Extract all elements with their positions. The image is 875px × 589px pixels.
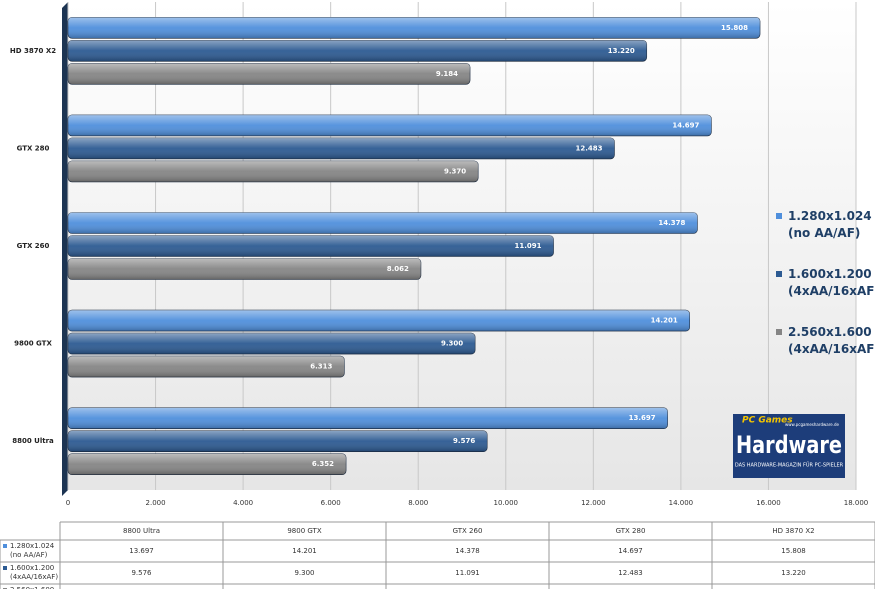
table-header: GTX 280 xyxy=(616,527,646,535)
bar-shine xyxy=(68,160,479,182)
bar-shine xyxy=(68,235,554,257)
bar-shine xyxy=(68,114,712,136)
value-label: 6.313 xyxy=(310,363,332,371)
table-row-label: 1.600x1.200 (4xAA/16xAF) xyxy=(10,564,59,581)
value-label: 12.483 xyxy=(575,144,602,152)
table-swatch xyxy=(3,566,7,570)
bar-shine xyxy=(68,258,421,280)
x-tick-label: 18.000 xyxy=(844,499,869,507)
legend-label: 1.600x1.200 (4xAA/16xAF) xyxy=(788,267,875,298)
value-label: 14.201 xyxy=(651,317,678,325)
table-cell: 9.300 xyxy=(294,569,314,577)
category-label: GTX 260 xyxy=(17,242,50,250)
table-cell: 15.808 xyxy=(781,547,806,555)
category-label: HD 3870 X2 xyxy=(10,47,56,55)
table-cell: 9.576 xyxy=(131,569,152,577)
bar-shine xyxy=(68,356,345,378)
plot-wall xyxy=(62,2,68,496)
logo-tagline: DAS HARDWARE-MAGAZIN FÜR PC-SPIELER xyxy=(735,462,844,469)
bar-shine xyxy=(68,407,668,429)
value-label: 14.697 xyxy=(672,121,699,129)
logo: PC Games www.pcgameshardware.de Hardware… xyxy=(733,414,845,478)
legend-swatch xyxy=(776,213,782,219)
logo-bg xyxy=(733,414,845,478)
bar-shine xyxy=(68,333,476,355)
x-tick-label: 0 xyxy=(66,499,70,507)
x-tick-label: 2.000 xyxy=(146,499,166,507)
table-header: 8800 Ultra xyxy=(123,527,160,535)
x-tick-label: 10.000 xyxy=(494,499,519,507)
table-header: GTX 260 xyxy=(453,527,483,535)
table-row-label: 2.560x1.600 (4xAA/16xAF) xyxy=(10,586,58,589)
value-label: 9.370 xyxy=(444,167,466,175)
bar-shine xyxy=(68,40,647,62)
value-label: 15.808 xyxy=(721,24,748,32)
legend-label: 2.560x1.600 (4xAA/16xAF) xyxy=(788,325,875,356)
logo-url: www.pcgameshardware.de xyxy=(785,422,840,427)
value-label: 14.378 xyxy=(658,219,685,227)
value-label: 8.062 xyxy=(387,265,409,273)
table-swatch xyxy=(3,544,7,548)
bar-shine xyxy=(68,430,488,452)
bar-shine xyxy=(68,63,471,85)
x-tick-label: 12.000 xyxy=(581,499,606,507)
table-cell: 14.378 xyxy=(455,547,480,555)
bar-shine xyxy=(68,137,615,159)
logo-top: PC Games xyxy=(742,416,793,426)
legend-swatch xyxy=(776,271,782,277)
category-label: 8800 Ultra xyxy=(12,437,54,445)
table-cell: 12.483 xyxy=(618,569,643,577)
category-label: 9800 GTX xyxy=(14,340,52,348)
table-cell: 11.091 xyxy=(455,569,480,577)
value-label: 11.091 xyxy=(515,242,542,250)
value-label: 6.352 xyxy=(312,460,334,468)
bar-shine xyxy=(68,453,347,475)
logo-main: Hardware xyxy=(736,431,842,459)
table-header: 9800 GTX xyxy=(287,527,321,535)
category-label: GTX 280 xyxy=(17,144,50,152)
legend-label: 1.280x1.024 (no AA/AF) xyxy=(788,209,872,240)
table-cell: 14.697 xyxy=(618,547,643,555)
x-tick-label: 16.000 xyxy=(756,499,781,507)
value-label: 9.184 xyxy=(436,70,458,78)
value-label: 9.576 xyxy=(453,437,475,445)
table-cell: 13.697 xyxy=(129,547,154,555)
bar-shine xyxy=(68,212,698,234)
value-label: 13.697 xyxy=(629,414,656,422)
table-row-label: 1.280x1.024 (no AA/AF) xyxy=(10,542,55,559)
x-tick-label: 4.000 xyxy=(233,499,253,507)
table-header: HD 3870 X2 xyxy=(772,527,814,535)
table-cell: 13.220 xyxy=(781,569,806,577)
x-tick-label: 8.000 xyxy=(408,499,428,507)
legend-swatch xyxy=(776,329,782,335)
bar-shine xyxy=(68,17,761,39)
value-label: 9.300 xyxy=(441,340,463,348)
table-cell: 14.201 xyxy=(292,547,317,555)
value-label: 13.220 xyxy=(608,47,635,55)
x-tick-label: 14.000 xyxy=(669,499,694,507)
bar-shine xyxy=(68,310,690,332)
x-tick-label: 6.000 xyxy=(321,499,341,507)
